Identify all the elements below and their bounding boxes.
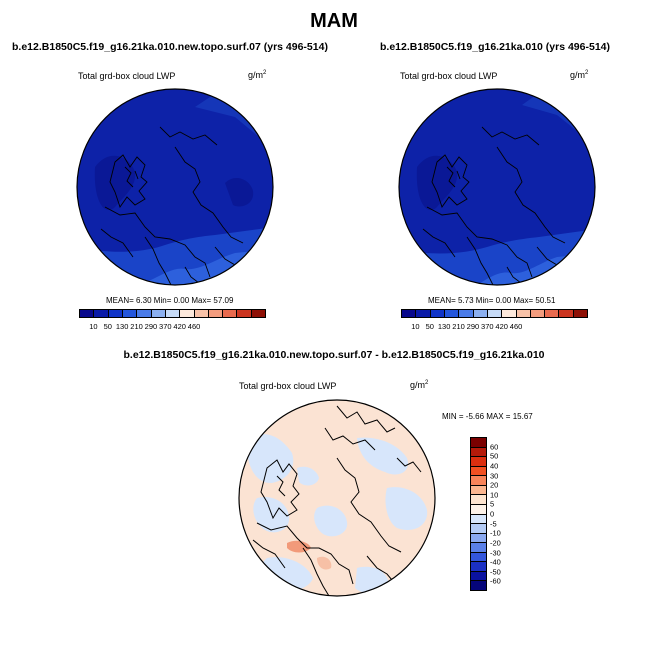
- colorbar-tick-label: 370: [159, 322, 172, 331]
- colorbar-tick-label: -40: [490, 557, 501, 567]
- colorbar-tick-label: -10: [490, 528, 501, 538]
- colorbar-tick-label: 50: [425, 322, 434, 331]
- panel-3-title: b.e12.B1850C5.f19_g16.21ka.010.new.topo.…: [123, 349, 545, 361]
- colorbar-swatch: [194, 310, 209, 317]
- colorbar-swatch: [459, 310, 474, 317]
- colorbar-swatch: [502, 310, 517, 317]
- panel-3-variable-label: Total grd-box cloud LWP: [239, 381, 337, 391]
- colorbar-swatch: [151, 310, 166, 317]
- colorbar-tick-label: 420: [495, 322, 508, 331]
- colorbar-swatch: [416, 310, 431, 317]
- panel-1-units: g/m2: [248, 70, 267, 80]
- colorbar-tick-label: 50: [490, 451, 499, 461]
- panel-2-title: b.e12.B1850C5.f19_g16.21ka.010 (yrs 496-…: [380, 41, 610, 53]
- colorbar-swatch: [545, 310, 560, 317]
- colorbar-swatch: [471, 466, 486, 477]
- colorbar-tick-label: 30: [490, 471, 499, 480]
- colorbar-swatch: [122, 310, 138, 317]
- colorbar-tick-label: 290: [466, 322, 480, 331]
- panel-1-colorbar: [79, 309, 266, 318]
- colorbar-swatch: [471, 495, 486, 505]
- colorbar-tick-label: 210: [130, 322, 143, 331]
- colorbar-swatch: [471, 571, 486, 582]
- panel-2-map: [398, 88, 596, 286]
- colorbar-tick-label: 20: [490, 480, 499, 490]
- colorbar-swatch: [473, 310, 488, 317]
- colorbar-swatch: [471, 533, 486, 544]
- colorbar-swatch: [108, 310, 123, 317]
- panel-1-title: b.e12.B1850C5.f19_g16.21ka.010.new.topo.…: [12, 41, 328, 53]
- colorbar-swatch: [516, 310, 531, 317]
- colorbar-swatch: [402, 310, 417, 317]
- colorbar-swatch: [430, 310, 445, 317]
- colorbar-tick-label: 130: [437, 322, 451, 331]
- colorbar-tick-label: 420: [173, 322, 186, 331]
- panel-3-colorbar-ticks: 60 50 40 30 20 10 5 0 -5 -10 -20 -30 -40 -50 -60: [490, 437, 520, 591]
- colorbar-tick-label: 460: [187, 322, 201, 331]
- colorbar-tick-label: 370: [481, 322, 494, 331]
- colorbar-tick-label: 5: [490, 499, 495, 509]
- panel-1-map: [76, 88, 274, 286]
- panel-3-map: [238, 399, 436, 597]
- colorbar-swatch: [471, 514, 486, 525]
- colorbar-tick-label: 0: [490, 509, 495, 519]
- colorbar-tick-label: -20: [490, 538, 501, 548]
- panel-2-units: g/m2: [570, 70, 589, 80]
- colorbar-swatch: [237, 310, 252, 317]
- colorbar-swatch: [471, 581, 486, 590]
- colorbar-tick-label: 10: [89, 322, 98, 331]
- panel-3-stats: MIN = -5.66 MAX = 15.67: [442, 412, 533, 421]
- colorbar-tick-label: 40: [490, 461, 499, 471]
- colorbar-swatch: [165, 310, 181, 317]
- colorbar-tick-label: -60: [490, 576, 501, 586]
- colorbar-swatch: [223, 310, 238, 317]
- colorbar-swatch: [471, 504, 486, 515]
- panel-2-stats: MEAN= 5.73 Min= 0.00 Max= 50.51: [428, 296, 556, 305]
- colorbar-swatch: [471, 457, 486, 467]
- colorbar-swatch: [487, 310, 503, 317]
- colorbar-tick-label: 50: [103, 322, 112, 331]
- colorbar-swatch: [471, 438, 486, 448]
- colorbar-swatch: [471, 476, 486, 486]
- colorbar-tick-label: 210: [452, 322, 465, 331]
- colorbar-tick-label: 60: [490, 442, 499, 452]
- colorbar-tick-label: -30: [490, 548, 501, 557]
- colorbar-swatch: [471, 562, 486, 572]
- colorbar-swatch: [80, 310, 95, 317]
- panel-3-colorbar: [470, 437, 487, 591]
- colorbar-swatch: [573, 310, 588, 317]
- colorbar-swatch: [208, 310, 224, 317]
- colorbar-tick-label: -5: [490, 519, 497, 529]
- colorbar-swatch: [559, 310, 574, 317]
- colorbar-swatch: [471, 543, 486, 553]
- panel-2-variable-label: Total grd-box cloud LWP: [400, 71, 498, 81]
- colorbar-swatch: [137, 310, 152, 317]
- colorbar-swatch: [444, 310, 460, 317]
- colorbar-tick-label: 130: [115, 322, 129, 331]
- colorbar-tick-label: 460: [509, 322, 523, 331]
- panel-3-units: g/m2: [410, 380, 429, 390]
- colorbar-swatch: [471, 524, 486, 534]
- colorbar-swatch: [180, 310, 195, 317]
- colorbar-swatch: [94, 310, 109, 317]
- colorbar-swatch: [471, 447, 486, 458]
- colorbar-swatch: [251, 310, 266, 317]
- figure-title: MAM: [310, 10, 358, 32]
- panel-1-stats: MEAN= 6.30 Min= 0.00 Max= 57.09: [106, 296, 234, 305]
- colorbar-tick-label: 10: [490, 490, 499, 500]
- colorbar-tick-label: -50: [490, 567, 501, 577]
- colorbar-tick-label: 290: [144, 322, 158, 331]
- colorbar-swatch: [530, 310, 546, 317]
- colorbar-swatch: [471, 485, 486, 496]
- panel-1-variable-label: Total grd-box cloud LWP: [78, 71, 176, 81]
- panel-2-colorbar: [401, 309, 588, 318]
- colorbar-swatch: [471, 552, 486, 563]
- colorbar-tick-label: 10: [411, 322, 420, 331]
